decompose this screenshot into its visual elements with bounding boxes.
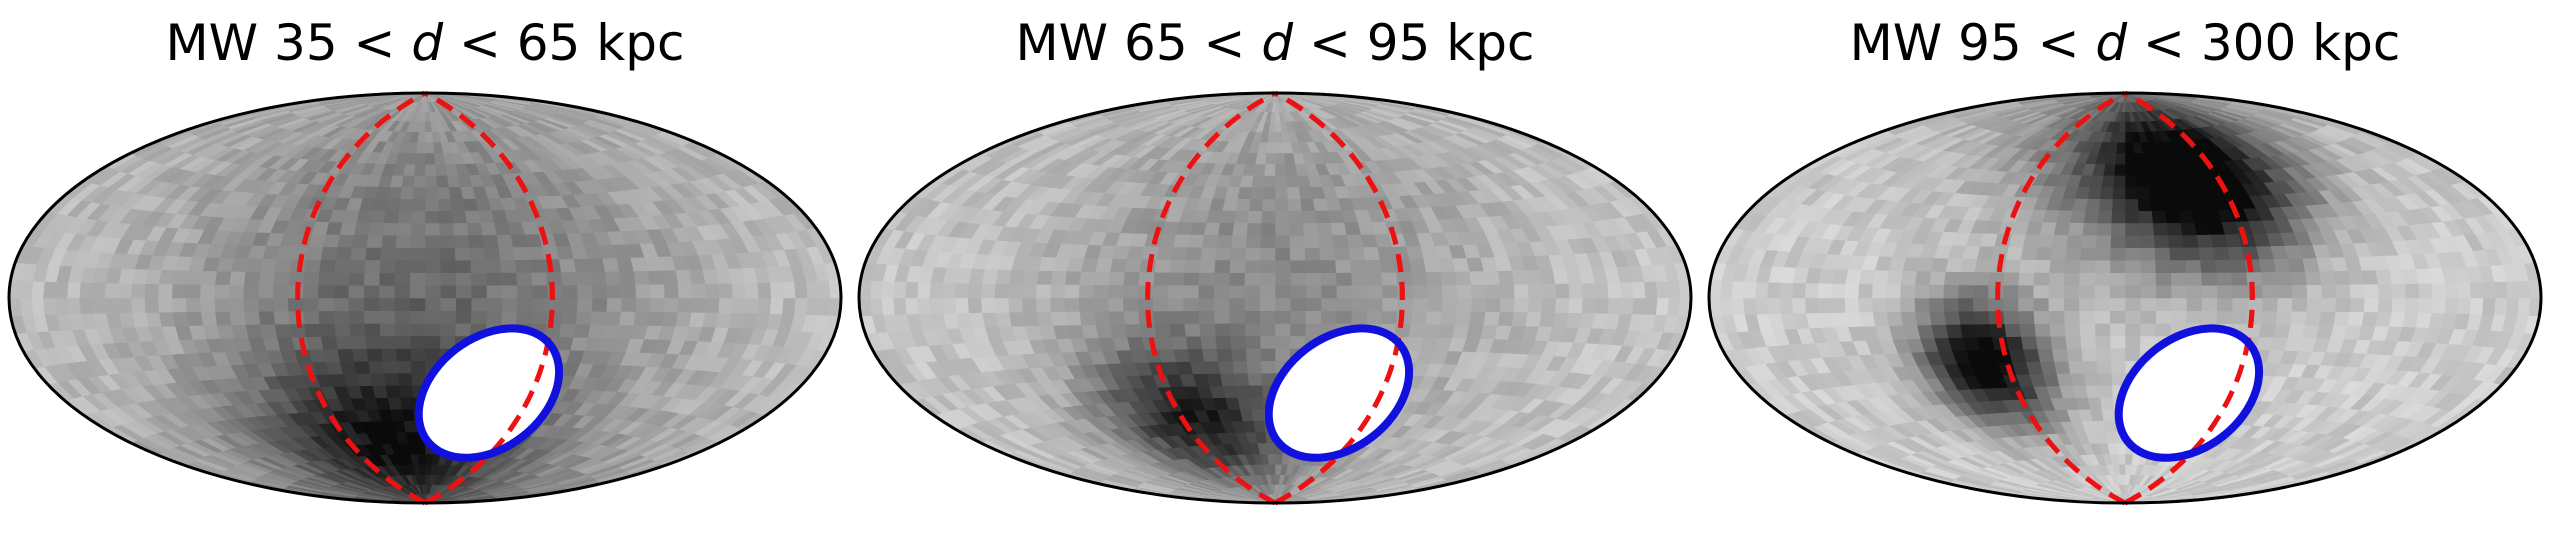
panel-title-prefix: MW 35 <	[165, 14, 412, 72]
masked-region	[2118, 328, 2260, 458]
great-circle-dashed-line-over-mask	[423, 90, 555, 506]
heatmap-pixels	[1709, 93, 2541, 503]
panel-1: MW 35 < d < 65 kpc	[0, 0, 850, 540]
panel-title-variable: d	[411, 14, 444, 72]
projection-boundary	[7, 91, 843, 505]
masked-region	[418, 328, 560, 458]
great-circle-dashed-line	[295, 90, 427, 506]
sky-map-1	[7, 90, 843, 506]
lmc-ellipse-outline	[1264, 324, 1414, 462]
heatmap-pixels	[9, 93, 841, 503]
heatmap-pixels	[859, 93, 1691, 503]
masked-region	[1268, 328, 1410, 458]
sky-map-3	[1707, 90, 2543, 506]
great-circle-dashed-line-over-mask	[2123, 90, 2255, 506]
panel-title-suffix: < 300 kpc	[2127, 14, 2401, 72]
projection-boundary	[857, 91, 1693, 505]
panel-title-prefix: MW 95 <	[1849, 14, 2096, 72]
panel-title-suffix: < 95 kpc	[1293, 14, 1535, 72]
panel-title-suffix: < 65 kpc	[443, 14, 685, 72]
panel-title-variable: d	[2095, 14, 2128, 72]
lmc-ellipse-outline	[414, 324, 564, 462]
panel-title: MW 65 < d < 95 kpc	[850, 14, 1700, 72]
lmc-ellipse-outline	[2114, 324, 2264, 462]
great-circle-dashed-line	[1145, 90, 1277, 506]
panel-title: MW 95 < d < 300 kpc	[1700, 14, 2550, 72]
projection-boundary	[1707, 91, 2543, 505]
panel-2: MW 65 < d < 95 kpc	[850, 0, 1700, 540]
panel-title-variable: d	[1261, 14, 1294, 72]
panel-title: MW 35 < d < 65 kpc	[0, 14, 850, 72]
panel-3: MW 95 < d < 300 kpc	[1700, 0, 2550, 540]
great-circle-dashed-line-over-mask	[1273, 90, 1405, 506]
great-circle-dashed-line	[1995, 90, 2127, 506]
panel-title-prefix: MW 65 <	[1015, 14, 1262, 72]
sky-map-2	[857, 90, 1693, 506]
